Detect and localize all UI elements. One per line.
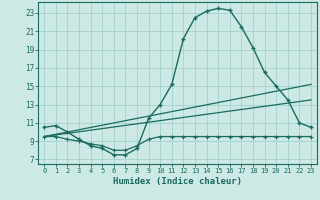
X-axis label: Humidex (Indice chaleur): Humidex (Indice chaleur) xyxy=(113,177,242,186)
